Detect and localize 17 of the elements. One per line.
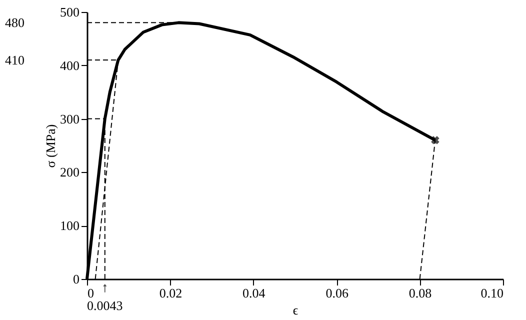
- y-tick-label: 100: [60, 218, 80, 234]
- x-tick-label: 0.10: [480, 286, 504, 300]
- y2-tick-label: 410: [5, 52, 24, 68]
- y-tick-label: 0: [73, 272, 80, 286]
- y-tick-label: 300: [60, 111, 80, 126]
- x-tick-label: 0.04: [242, 286, 266, 300]
- x-tick-label: 0: [88, 286, 94, 300]
- x-tick-label: 0.08: [408, 286, 432, 300]
- x-tick-label: 0.06: [326, 286, 349, 300]
- y-axis-title: σ (MPa): [43, 124, 58, 168]
- y-tick-label: 400: [60, 58, 80, 73]
- x-axis-title: ϵ: [292, 302, 298, 318]
- x-tick-label: 0.02: [159, 286, 182, 300]
- y-tick-label: 200: [60, 164, 80, 180]
- y2-tick-label: 480: [5, 15, 24, 30]
- y-tick-label: 500: [60, 4, 80, 20]
- annotation: 0.0043: [87, 298, 123, 313]
